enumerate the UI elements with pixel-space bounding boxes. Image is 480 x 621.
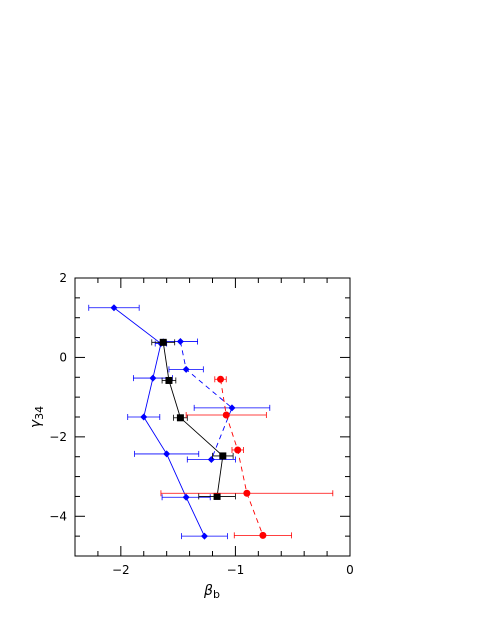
axis-ticks	[74, 277, 351, 557]
x-tick-label: −1	[227, 563, 245, 577]
data-point-diamond	[110, 304, 118, 312]
data-point-square	[176, 414, 184, 422]
y-axis-title-sub: 34	[33, 406, 46, 420]
y-axis-title-main: γ	[28, 419, 44, 428]
data-point-diamond	[140, 413, 148, 421]
data-point-circle	[222, 411, 230, 419]
data-point-diamond	[182, 493, 190, 501]
data-point-diamond	[228, 404, 236, 412]
x-axis-title: βb	[203, 583, 220, 601]
series-line	[220, 379, 264, 536]
data-point-diamond	[176, 338, 184, 346]
tick-labels: −2 −1 0 −4 −2 0 2	[49, 271, 354, 577]
data-point-diamond	[207, 455, 215, 463]
series-3	[151, 338, 236, 500]
data-point-square	[213, 492, 221, 500]
data-point-diamond	[149, 374, 157, 382]
data-point-circle	[217, 375, 225, 383]
y-axis-title: γ34	[28, 406, 46, 428]
data-point-diamond	[200, 532, 208, 540]
x-axis-title-main: β	[203, 583, 213, 599]
data-series	[88, 304, 334, 540]
y-tick-label: 2	[59, 271, 67, 285]
data-point-circle	[243, 489, 251, 497]
y-tick-label: −2	[49, 430, 67, 444]
data-point-diamond	[163, 450, 171, 458]
series-2	[162, 338, 271, 463]
data-point-circle	[234, 446, 242, 454]
x-tick-label: 0	[346, 563, 354, 577]
data-point-square	[165, 376, 173, 384]
x-tick-label: −2	[112, 563, 130, 577]
series-line	[179, 341, 233, 460]
series-line	[162, 342, 224, 497]
y-tick-label: −4	[49, 509, 67, 523]
data-point-square	[159, 338, 167, 346]
series-4	[160, 375, 334, 539]
data-point-diamond	[182, 365, 190, 373]
data-point-circle	[259, 531, 267, 539]
plot-frame	[74, 277, 351, 557]
data-point-square	[219, 452, 227, 460]
series-1	[88, 304, 228, 540]
x-axis-title-sub: b	[213, 588, 220, 601]
y-tick-label: 0	[59, 350, 67, 364]
